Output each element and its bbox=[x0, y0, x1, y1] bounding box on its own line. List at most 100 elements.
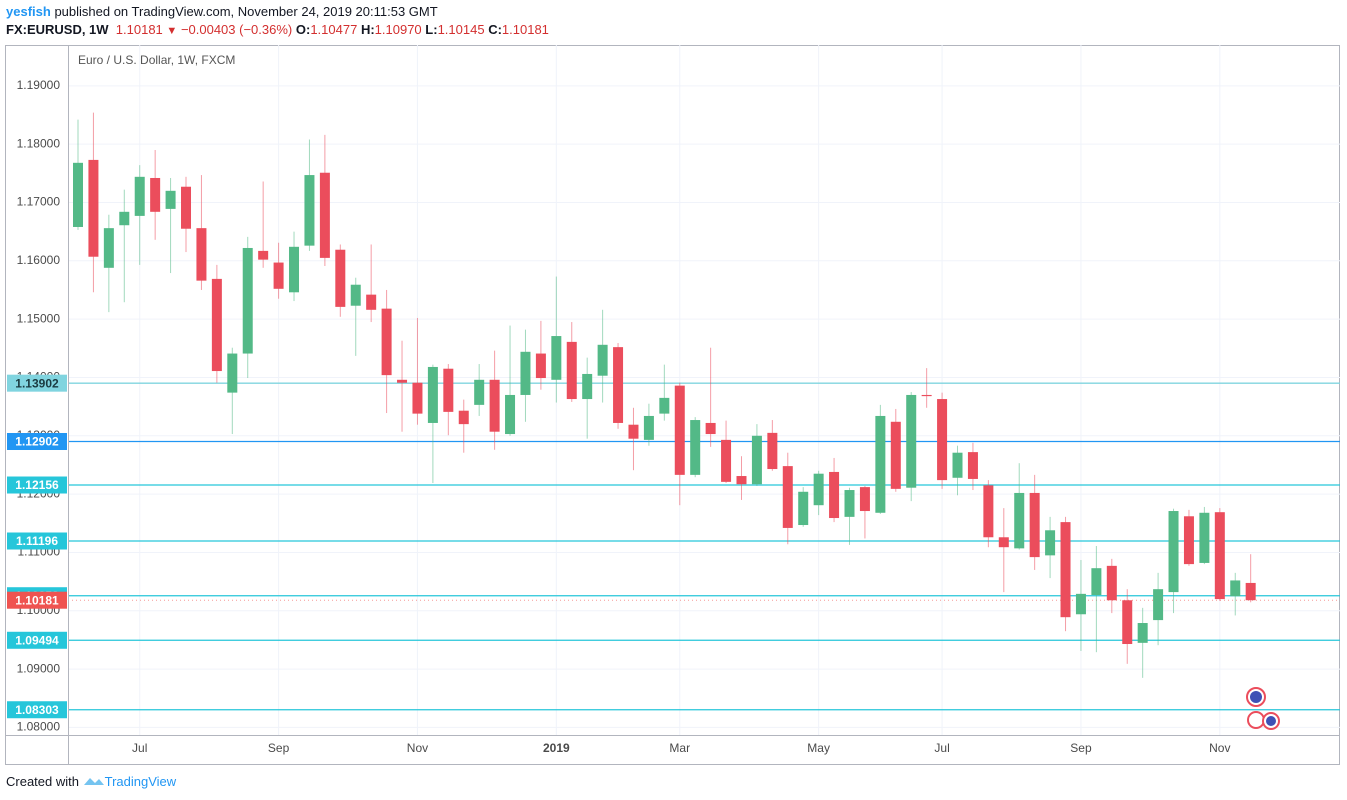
candle-body bbox=[1075, 593, 1086, 615]
change: −0.00403 (−0.36%) bbox=[180, 22, 293, 37]
candle-body bbox=[1122, 600, 1133, 645]
candle-body bbox=[103, 228, 114, 268]
level-label: 1.13902 bbox=[15, 376, 59, 390]
quote-line: FX:EURUSD, 1W 1.10181 ▼ −0.00403 (−0.36%… bbox=[6, 22, 549, 37]
author[interactable]: yesfish bbox=[6, 4, 51, 19]
chart: 1.080001.090001.100001.110001.120001.130… bbox=[5, 45, 1340, 765]
y-tick-label: 1.09000 bbox=[17, 661, 61, 675]
x-tick-label: Nov bbox=[1209, 741, 1230, 755]
candle-body bbox=[937, 399, 948, 481]
candle-body bbox=[427, 366, 438, 423]
candle-body bbox=[1153, 589, 1164, 621]
x-tick-label: Nov bbox=[407, 741, 428, 755]
candle-body bbox=[967, 452, 978, 479]
candle-body bbox=[1060, 522, 1071, 618]
y-tick-label: 1.08000 bbox=[17, 720, 61, 734]
ohlc-value: 1.10145 bbox=[437, 22, 485, 37]
candle-body bbox=[736, 476, 747, 485]
level-label-bg bbox=[7, 433, 67, 451]
published: published on TradingView.com, November 2… bbox=[54, 4, 438, 19]
candle-body bbox=[875, 415, 886, 513]
candle-body bbox=[350, 284, 361, 306]
ohlc: O:1.10477 H:1.10970 L:1.10145 C:1.10181 bbox=[296, 22, 549, 37]
level-label-bg bbox=[7, 532, 67, 550]
ohlc-value: 1.10181 bbox=[501, 22, 549, 37]
candle-body bbox=[674, 385, 685, 475]
candle-body bbox=[443, 368, 454, 412]
candle-body bbox=[613, 347, 624, 423]
candle-body bbox=[88, 159, 99, 257]
candle-body bbox=[335, 249, 346, 307]
candle-body bbox=[906, 394, 917, 488]
candle-body bbox=[1168, 511, 1179, 593]
ohlc-value: 1.10970 bbox=[374, 22, 422, 37]
candle-body bbox=[798, 491, 809, 526]
chart-title: Euro / U.S. Dollar, 1W, FXCM bbox=[78, 53, 235, 67]
candle-body bbox=[196, 228, 207, 281]
level-label-bg bbox=[7, 631, 67, 649]
candle-body bbox=[782, 466, 793, 528]
last-price-label-bg bbox=[7, 591, 67, 609]
tv-logo bbox=[83, 778, 104, 785]
y-tick-label: 1.17000 bbox=[17, 195, 61, 209]
candle-body bbox=[505, 394, 516, 435]
candle-body bbox=[458, 410, 469, 425]
candle-body bbox=[211, 278, 222, 372]
candle-body bbox=[1137, 623, 1148, 643]
ohlc-key: L: bbox=[425, 22, 438, 37]
y-tick-label: 1.15000 bbox=[17, 311, 61, 325]
candle-body bbox=[983, 485, 994, 538]
candle-body bbox=[582, 373, 593, 400]
candle-body bbox=[165, 190, 176, 209]
ohlc-key: O: bbox=[295, 22, 311, 37]
candle-body bbox=[813, 473, 824, 506]
candle-body bbox=[150, 177, 161, 212]
candle-body bbox=[721, 439, 732, 482]
candle-body bbox=[535, 353, 546, 379]
candle-body bbox=[1183, 516, 1194, 565]
candle-body bbox=[551, 336, 562, 380]
candle-body bbox=[289, 246, 300, 293]
candle-body bbox=[181, 186, 192, 229]
candle-body bbox=[119, 211, 130, 226]
candle-body bbox=[1106, 565, 1117, 601]
candle-body bbox=[1245, 582, 1256, 601]
candle-body bbox=[829, 471, 840, 519]
level-label-bg bbox=[7, 374, 67, 392]
candle-body bbox=[227, 353, 238, 393]
candle-body bbox=[659, 397, 670, 414]
candle-body bbox=[628, 424, 639, 439]
x-tick-label: Sep bbox=[1070, 741, 1092, 755]
tradingview-link[interactable]: TradingView bbox=[104, 774, 177, 789]
footer: Created with TradingView bbox=[6, 774, 176, 789]
candle-body bbox=[381, 308, 392, 376]
candle-body bbox=[1029, 492, 1040, 558]
y-tick-label: 1.16000 bbox=[17, 253, 61, 267]
candle-body bbox=[890, 421, 901, 489]
candle-body bbox=[998, 537, 1009, 548]
last-price: 1.10181 bbox=[115, 22, 163, 37]
x-tick-label: Jul bbox=[934, 741, 949, 755]
candle-body bbox=[1214, 512, 1225, 600]
candle-body bbox=[242, 247, 253, 354]
candle-body bbox=[304, 175, 315, 246]
ohlc-key: C: bbox=[488, 22, 502, 37]
x-tick-label: Jul bbox=[132, 741, 147, 755]
x-tick-label: Sep bbox=[268, 741, 290, 755]
y-tick-label: 1.18000 bbox=[17, 136, 61, 150]
level-label: 1.12156 bbox=[15, 478, 59, 492]
x-tick-label: Mar bbox=[669, 741, 690, 755]
candle-body bbox=[859, 487, 870, 512]
candle-body bbox=[1199, 512, 1210, 563]
candle-body bbox=[520, 351, 531, 395]
candle-body bbox=[1091, 568, 1102, 596]
level-label-bg bbox=[7, 701, 67, 719]
candle-body bbox=[397, 379, 408, 383]
level-label: 1.08303 bbox=[15, 703, 59, 717]
level-label: 1.09494 bbox=[15, 633, 59, 647]
down-arrow: ▼ bbox=[166, 25, 178, 37]
candle-body bbox=[1230, 580, 1241, 597]
level-label: 1.12902 bbox=[15, 435, 59, 449]
candle-body bbox=[412, 382, 423, 414]
candle-body bbox=[705, 422, 716, 435]
